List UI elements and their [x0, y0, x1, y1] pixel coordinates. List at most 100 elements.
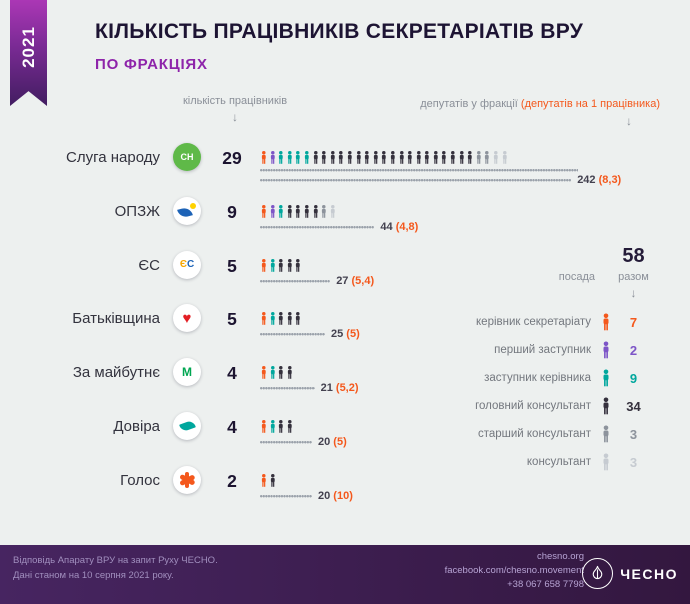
- footer-facebook: facebook.com/chesno.movement: [444, 564, 584, 576]
- person-icon: [294, 311, 302, 326]
- legend-item-count: 34: [626, 398, 641, 414]
- person-icon: [355, 150, 363, 165]
- person-icon: [286, 311, 294, 326]
- faction-logo: [173, 196, 201, 225]
- deputy-dotline: [260, 168, 578, 172]
- deputies-column-label: депутатів у фракції (депутатів на 1 прац…: [350, 98, 660, 112]
- employee-count: 4: [227, 363, 237, 384]
- person-icon: [329, 150, 337, 165]
- legend-item: старший консультант 3: [440, 420, 650, 448]
- person-icon: [269, 311, 277, 326]
- employee-icons: [260, 150, 690, 165]
- faction-viz: 44 (4,8): [260, 197, 690, 232]
- legend-item: керівник секретаріату 7: [440, 308, 650, 336]
- deputy-dots: 25 (5): [260, 329, 690, 340]
- legend-item-label: консультант: [526, 456, 591, 468]
- employee-icons: [260, 204, 690, 219]
- deputies-count-label: 242 (8,3): [577, 174, 622, 186]
- person-icon: [294, 258, 302, 273]
- logo-glyph: С: [186, 258, 195, 270]
- person-icon: [380, 150, 388, 165]
- total-column-header: разом: [618, 271, 649, 283]
- deputy-dotline: [260, 386, 315, 391]
- faction-row: ОПЗЖ 9 44 (4,8): [0, 196, 690, 251]
- employees-column-label: кількість працівників: [182, 95, 288, 107]
- person-icon: [449, 150, 457, 165]
- legend-item-count: 2: [629, 342, 638, 358]
- deputy-dots: 20 (5): [260, 436, 690, 447]
- person-icon: [277, 204, 285, 219]
- legend-header-row: посада разом: [440, 268, 650, 286]
- legend-item-label: головний консультант: [475, 400, 591, 412]
- deputy-dots: 20 (10): [260, 489, 690, 502]
- legend-item-count: 3: [629, 454, 638, 470]
- person-icon: [601, 425, 611, 443]
- footer-links: chesno.org facebook.com/chesno.movement …: [445, 550, 584, 591]
- person-icon: [492, 150, 500, 165]
- deputy-dots: 44 (4,8): [260, 221, 690, 232]
- person-icon: [260, 365, 268, 380]
- person-icon: [475, 150, 483, 165]
- legend-item-count: 3: [629, 426, 638, 442]
- faction-logo: [173, 465, 201, 494]
- chesno-brand: ЧЕСНО: [582, 558, 678, 589]
- legend-item-count: 9: [629, 370, 638, 386]
- faction-logo: ♥: [173, 304, 201, 333]
- faction-rows: Слуга народу СН 29 242 (8,3) ОПЗЖ 9 44 (…: [0, 143, 690, 520]
- faction-name: ЄС: [138, 256, 160, 274]
- person-icon: [320, 150, 328, 165]
- person-icon: [312, 150, 320, 165]
- employee-count: 9: [227, 201, 237, 222]
- legend-item-icon: [595, 453, 617, 471]
- person-icon: [269, 204, 277, 219]
- legend-total-row: 58: [440, 244, 650, 268]
- legend-item: заступник керівника 9: [440, 364, 650, 392]
- chesno-garlic-icon: [582, 558, 614, 589]
- person-icon: [277, 311, 285, 326]
- person-icon: [440, 150, 448, 165]
- person-icon: [260, 311, 268, 326]
- person-icon: [260, 150, 268, 165]
- person-icon: [483, 150, 491, 165]
- person-icon: [269, 473, 277, 488]
- person-icon: [329, 204, 337, 219]
- faction-name: ОПЗЖ: [114, 202, 160, 220]
- person-icon: [372, 150, 380, 165]
- person-icon: [269, 419, 277, 434]
- person-icon: [303, 204, 311, 219]
- deputy-dotline: [260, 439, 312, 444]
- deputies-ratio-note: (депутатів на 1 працівника): [520, 98, 660, 110]
- legend-items: керівник секретаріату 7 перший заступник…: [440, 308, 650, 476]
- faction-viz: 27 (5,4): [260, 251, 690, 286]
- person-icon: [458, 150, 466, 165]
- total-count: 58: [622, 244, 645, 267]
- deputies-count-label: 21 (5,2): [320, 382, 359, 395]
- faction-logo: [173, 411, 201, 440]
- legend-arrow-row: ↓: [440, 286, 650, 300]
- faction-row: Слуга народу СН 29 242 (8,3): [0, 143, 690, 197]
- faction-row: Голос 2 20 (10): [0, 465, 690, 520]
- person-icon: [398, 150, 406, 165]
- faction-viz: 242 (8,3): [260, 143, 690, 186]
- legend-item-icon: [595, 425, 617, 443]
- footer: Відповідь Апарату ВРУ на запит Руху ЧЕСН…: [0, 545, 690, 604]
- person-icon: [346, 150, 354, 165]
- person-icon: [320, 204, 328, 219]
- legend-item-icon: [595, 341, 617, 359]
- employees-column-header: кількість працівників ↓: [157, 95, 313, 123]
- deputy-dots: 21 (5,2): [260, 382, 690, 395]
- person-icon: [363, 150, 371, 165]
- employee-count: 5: [227, 255, 237, 276]
- person-icon: [294, 150, 302, 165]
- person-icon: [601, 313, 611, 331]
- person-icon: [260, 473, 268, 488]
- person-icon: [286, 150, 294, 165]
- faction-viz: 20 (10): [260, 466, 690, 501]
- legend-item-icon: [595, 369, 617, 387]
- faction-logo: М: [173, 358, 201, 387]
- person-icon: [286, 365, 294, 380]
- deputies-column-header: депутатів у фракції (депутатів на 1 прац…: [350, 98, 660, 127]
- person-icon: [303, 150, 311, 165]
- deputies-count-label: 20 (10): [318, 489, 353, 502]
- employee-count: 5: [227, 309, 237, 330]
